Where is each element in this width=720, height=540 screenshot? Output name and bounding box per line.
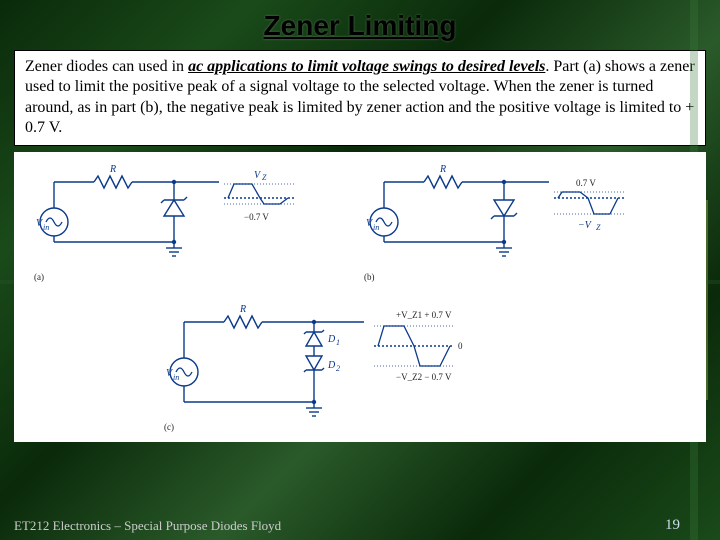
diagram-a: V in R	[34, 164, 294, 282]
waveform-c: +V_Z1 + 0.7 V 0 −V_Z2 − 0.7 V	[374, 310, 463, 382]
figure-area: V in R	[14, 152, 706, 442]
body-p1: Zener diodes can used in	[25, 58, 188, 75]
part-label-c: (c)	[164, 422, 174, 432]
svg-text:in: in	[173, 373, 179, 382]
out-top-a: V	[254, 170, 262, 181]
d1-label: D	[327, 334, 336, 345]
page-title: Zener Limiting	[0, 0, 720, 50]
d2-label: D	[327, 360, 336, 371]
r-label-a: R	[109, 164, 116, 175]
out-bot-a: −0.7 V	[244, 212, 269, 222]
part-label-a: (a)	[34, 272, 44, 282]
out-bot-c: −V_Z2 − 0.7 V	[396, 372, 452, 382]
out-mid-c: 0	[458, 341, 463, 351]
svg-text:1: 1	[336, 338, 340, 347]
footer-text: ET212 Electronics – Special Purpose Diod…	[14, 518, 281, 534]
r-label-c: R	[239, 304, 246, 315]
page-number: 19	[665, 517, 680, 534]
zener-d2-icon	[304, 356, 324, 372]
r-label-b: R	[439, 164, 446, 175]
svg-text:2: 2	[336, 364, 340, 373]
waveform-b: 0.7 V −V Z	[554, 178, 624, 232]
explanation-text: Zener diodes can used in ac applications…	[14, 50, 706, 146]
out-top-b: 0.7 V	[576, 178, 596, 188]
ground-icon	[166, 242, 182, 256]
diagram-b: Vin R 0.7 V −V Z	[364, 164, 624, 282]
part-label-b: (b)	[364, 272, 375, 282]
zener-a-icon	[161, 197, 187, 216]
diagram-c: Vin R D 1 D 2	[164, 304, 463, 432]
out-top-c: +V_Z1 + 0.7 V	[396, 310, 452, 320]
svg-text:in: in	[373, 223, 379, 232]
svg-text:Z: Z	[262, 173, 267, 182]
resistor-icon	[94, 176, 132, 188]
out-bot-b: −V	[578, 220, 593, 231]
vin-sub: in	[43, 223, 49, 232]
zener-d1-icon	[304, 330, 324, 346]
waveform-a: V Z −0.7 V	[224, 170, 294, 222]
circuit-diagrams: V in R	[14, 152, 706, 442]
svg-text:Z: Z	[596, 223, 601, 232]
body-p2: ac applications to limit voltage swings …	[188, 58, 545, 75]
